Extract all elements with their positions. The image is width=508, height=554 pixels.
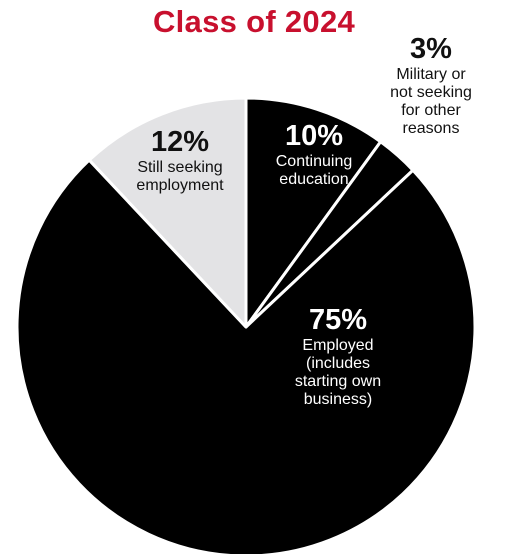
slice-percent: 10% <box>284 120 344 152</box>
slice-description: Employed (includes starting own business… <box>294 337 382 408</box>
slice-label-military: 3% Military or not seeking for other rea… <box>366 35 496 138</box>
slice-description: Still seeking employment <box>136 159 224 194</box>
slice-label-employed: 75% Employed (includes starting own busi… <box>268 306 408 409</box>
chart-title: Class of 2024 <box>152 4 356 39</box>
slice-percent: 12% <box>150 126 210 158</box>
slice-percent: 75% <box>308 304 368 336</box>
slice-percent: 3% <box>410 33 452 65</box>
slice-employed <box>15 158 477 554</box>
slice-still-seeking <box>87 96 248 329</box>
slice-label-still-seeking: 12% Still seeking employment <box>112 128 248 195</box>
slice-continuing-education <box>244 96 383 329</box>
slice-description: Continuing education <box>275 153 353 188</box>
slice-label-continuing-education: 10% Continuing education <box>246 122 382 189</box>
slice-description: Military or not seeking for other reason… <box>390 66 472 137</box>
